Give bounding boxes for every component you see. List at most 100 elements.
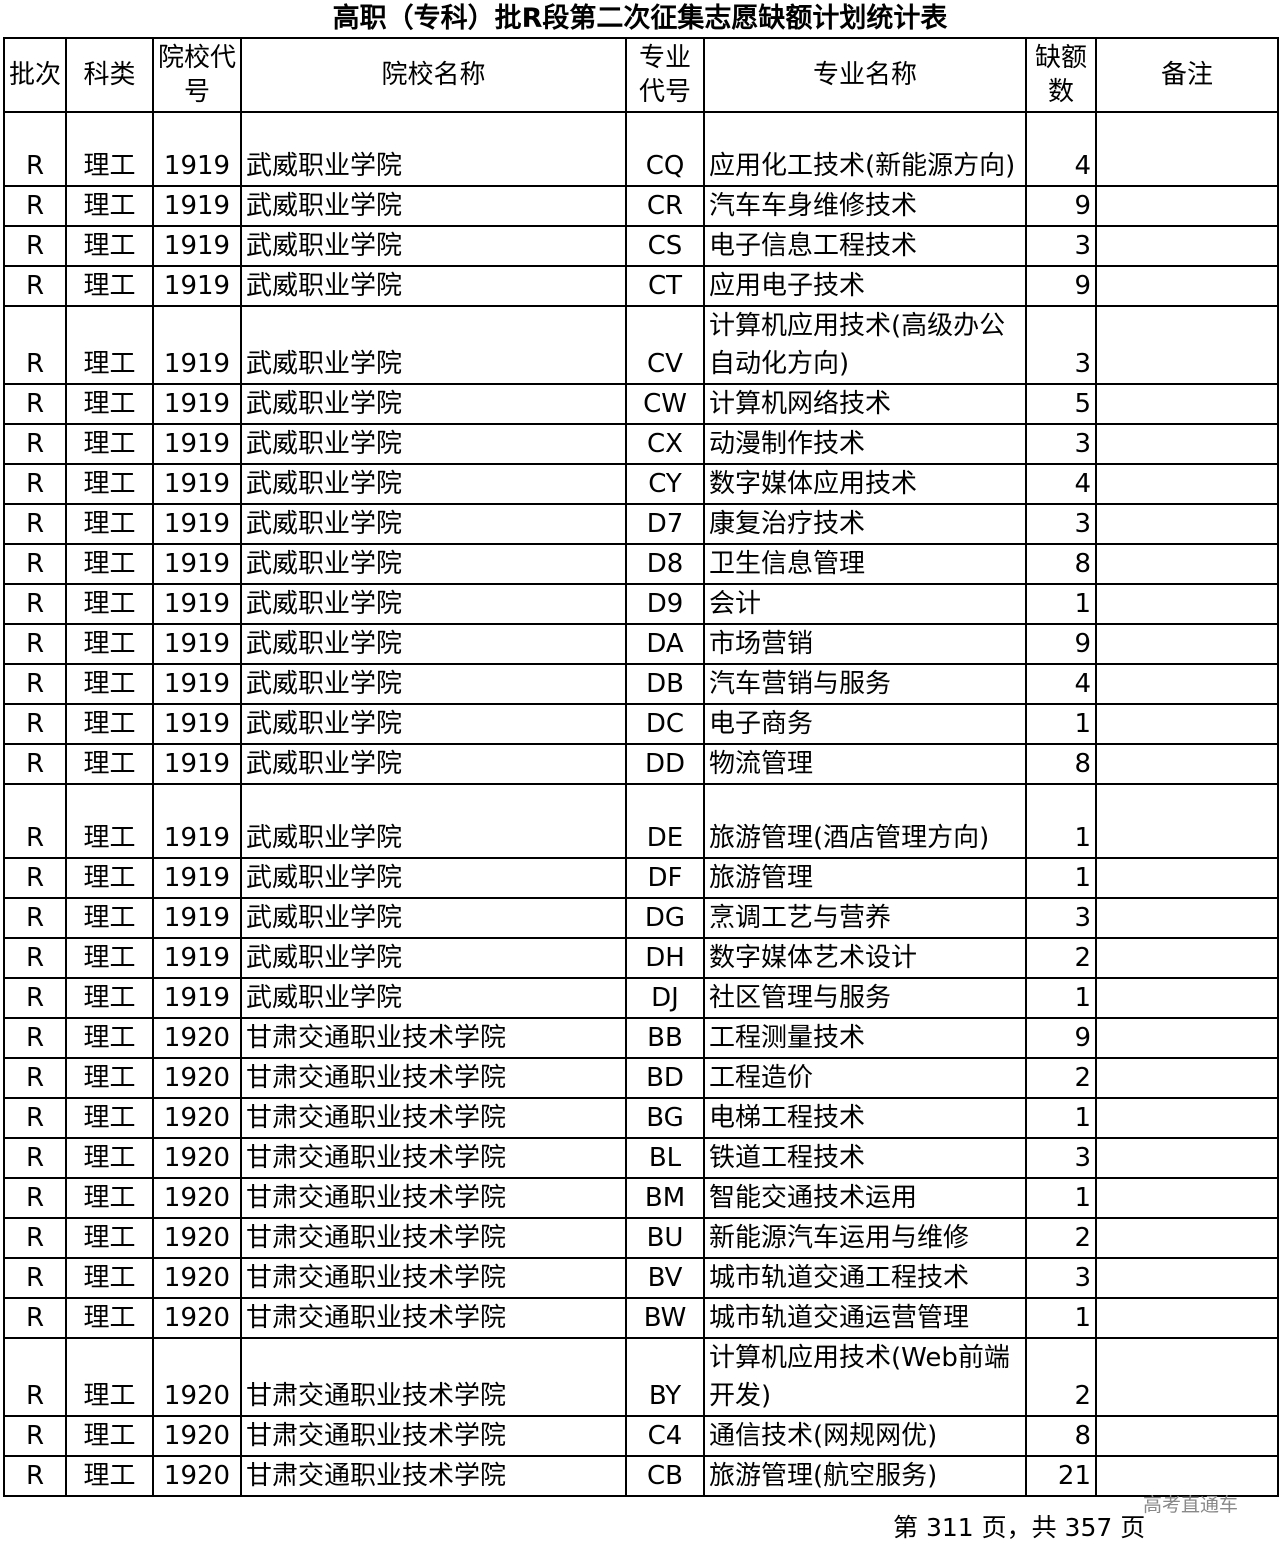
school-name-cell: 武威职业学院 (240, 703, 627, 745)
batch-cell: R (3, 1257, 67, 1299)
major-name-cell: 应用化工技术(新能源方向) (703, 111, 1027, 187)
table-row: R 理工 1919 武威职业学院 D9 会计 1 (3, 583, 1279, 625)
school-code-cell: 1920 (152, 1455, 242, 1497)
school-name-cell: 武威职业学院 (240, 623, 627, 665)
batch-cell: R (3, 1337, 67, 1417)
major-code-cell: CR (625, 185, 705, 227)
major-name-cell: 工程造价 (703, 1057, 1027, 1099)
category-cell: 理工 (65, 583, 154, 625)
major-name-cell: 计算机应用技术(高级办公自动化方向) (703, 305, 1027, 385)
school-name-cell: 武威职业学院 (240, 783, 627, 859)
category-cell: 理工 (65, 225, 154, 267)
major-name-cell: 通信技术(网规网优) (703, 1415, 1027, 1457)
batch-cell: R (3, 1455, 67, 1497)
school-code-cell: 1919 (152, 977, 242, 1019)
vacancies-cell: 4 (1025, 111, 1097, 187)
major-name-cell: 电子商务 (703, 703, 1027, 745)
batch-cell: R (3, 897, 67, 939)
major-name-cell: 城市轨道交通工程技术 (703, 1257, 1027, 1299)
major-name-cell: 数字媒体应用技术 (703, 463, 1027, 505)
major-name-cell: 市场营销 (703, 623, 1027, 665)
major-code-cell: BG (625, 1097, 705, 1139)
school-code-cell: 1920 (152, 1137, 242, 1179)
category-cell: 理工 (65, 1097, 154, 1139)
table-row: R 理工 1919 武威职业学院 DF 旅游管理 1 (3, 857, 1279, 899)
note-cell (1095, 1455, 1279, 1497)
category-cell: 理工 (65, 1337, 154, 1417)
major-code-cell: BM (625, 1177, 705, 1219)
school-code-cell: 1919 (152, 897, 242, 939)
school-code-cell: 1919 (152, 111, 242, 187)
table-row: R 理工 1920 甘肃交通职业技术学院 CB 旅游管理(航空服务) 21 (3, 1455, 1279, 1497)
school-code-cell: 1919 (152, 743, 242, 785)
batch-cell: R (3, 1017, 67, 1059)
note-cell (1095, 1177, 1279, 1219)
table-row: R 理工 1919 武威职业学院 DJ 社区管理与服务 1 (3, 977, 1279, 1019)
major-name-cell: 电梯工程技术 (703, 1097, 1027, 1139)
table-row: R 理工 1919 武威职业学院 DE 旅游管理(酒店管理方向) 1 (3, 783, 1279, 859)
table-row: R 理工 1920 甘肃交通职业技术学院 BU 新能源汽车运用与维修 2 (3, 1217, 1279, 1259)
table-row: R 理工 1919 武威职业学院 CV 计算机应用技术(高级办公自动化方向) 3 (3, 305, 1279, 385)
batch-cell: R (3, 1217, 67, 1259)
category-cell: 理工 (65, 897, 154, 939)
batch-cell: R (3, 583, 67, 625)
school-code-cell: 1919 (152, 857, 242, 899)
vacancies-cell: 3 (1025, 423, 1097, 465)
vacancies-cell: 1 (1025, 703, 1097, 745)
major-name-cell: 旅游管理 (703, 857, 1027, 899)
category-cell: 理工 (65, 1057, 154, 1099)
note-cell (1095, 743, 1279, 785)
major-code-cell: CX (625, 423, 705, 465)
major-code-cell: DG (625, 897, 705, 939)
note-cell (1095, 1097, 1279, 1139)
category-cell: 理工 (65, 937, 154, 979)
school-name-cell: 武威职业学院 (240, 897, 627, 939)
major-name-cell: 智能交通技术运用 (703, 1177, 1027, 1219)
vacancies-cell: 3 (1025, 305, 1097, 385)
vacancies-cell: 9 (1025, 623, 1097, 665)
vacancies-cell: 1 (1025, 783, 1097, 859)
school-code-cell: 1920 (152, 1177, 242, 1219)
school-code-cell: 1919 (152, 503, 242, 545)
batch-cell: R (3, 663, 67, 705)
note-cell (1095, 423, 1279, 465)
batch-cell: R (3, 383, 67, 425)
note-cell (1095, 225, 1279, 267)
table-row: R 理工 1920 甘肃交通职业技术学院 BW 城市轨道交通运营管理 1 (3, 1297, 1279, 1339)
header-category: 科类 (65, 37, 154, 113)
major-name-cell: 旅游管理(酒店管理方向) (703, 783, 1027, 859)
major-name-cell: 卫生信息管理 (703, 543, 1027, 585)
table-row: R 理工 1920 甘肃交通职业技术学院 BB 工程测量技术 9 (3, 1017, 1279, 1059)
note-cell (1095, 783, 1279, 859)
batch-cell: R (3, 1097, 67, 1139)
vacancies-cell: 3 (1025, 1257, 1097, 1299)
header-note: 备注 (1095, 37, 1279, 113)
category-cell: 理工 (65, 663, 154, 705)
note-cell (1095, 463, 1279, 505)
table-row: R 理工 1919 武威职业学院 DC 电子商务 1 (3, 703, 1279, 745)
batch-cell: R (3, 703, 67, 745)
major-code-cell: CV (625, 305, 705, 385)
school-name-cell: 武威职业学院 (240, 185, 627, 227)
category-cell: 理工 (65, 503, 154, 545)
note-cell (1095, 1017, 1279, 1059)
school-name-cell: 武威职业学院 (240, 743, 627, 785)
major-name-cell: 新能源汽车运用与维修 (703, 1217, 1027, 1259)
table-row: R 理工 1919 武威职业学院 CW 计算机网络技术 5 (3, 383, 1279, 425)
batch-cell: R (3, 1057, 67, 1099)
school-name-cell: 武威职业学院 (240, 977, 627, 1019)
category-cell: 理工 (65, 783, 154, 859)
category-cell: 理工 (65, 1455, 154, 1497)
major-code-cell: BU (625, 1217, 705, 1259)
table-row: R 理工 1920 甘肃交通职业技术学院 BG 电梯工程技术 1 (3, 1097, 1279, 1139)
batch-cell: R (3, 977, 67, 1019)
vacancies-cell: 1 (1025, 1297, 1097, 1339)
category-cell: 理工 (65, 1297, 154, 1339)
school-code-cell: 1920 (152, 1415, 242, 1457)
category-cell: 理工 (65, 1177, 154, 1219)
category-cell: 理工 (65, 1137, 154, 1179)
header-batch: 批次 (3, 37, 67, 113)
major-code-cell: BY (625, 1337, 705, 1417)
school-name-cell: 甘肃交通职业技术学院 (240, 1057, 627, 1099)
major-code-cell: BV (625, 1257, 705, 1299)
